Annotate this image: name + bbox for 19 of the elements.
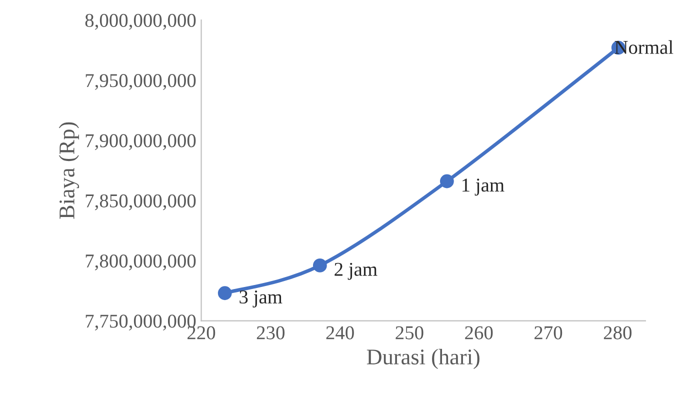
y-tick-label: 8,000,000,000 xyxy=(85,14,196,30)
point xyxy=(440,174,454,188)
x-tick-label: 240 xyxy=(326,326,354,340)
x-tick-label: 230 xyxy=(256,326,284,340)
x-tick-label: 260 xyxy=(465,326,493,340)
x-tick-label: 270 xyxy=(534,326,562,340)
y-tick-label: 7,900,000,000 xyxy=(86,134,196,150)
point xyxy=(218,286,232,300)
y-tick-label: 7,950,000,000 xyxy=(86,74,196,90)
annotation: 2 jam xyxy=(334,262,378,280)
y-axis-title: Biaya (Rp) xyxy=(58,122,80,219)
y-tick-label: 7,800,000,000 xyxy=(86,254,196,270)
x-tick-label: 280 xyxy=(604,326,632,340)
annotation: 3 jam xyxy=(240,290,282,308)
x-axis-title: Durasi (hari) xyxy=(366,348,480,370)
y-tick-label: 7,850,000,000 xyxy=(86,194,196,210)
annotation: 1 jam xyxy=(462,178,504,196)
x-tick-label: 250 xyxy=(396,326,424,340)
point xyxy=(312,258,327,272)
